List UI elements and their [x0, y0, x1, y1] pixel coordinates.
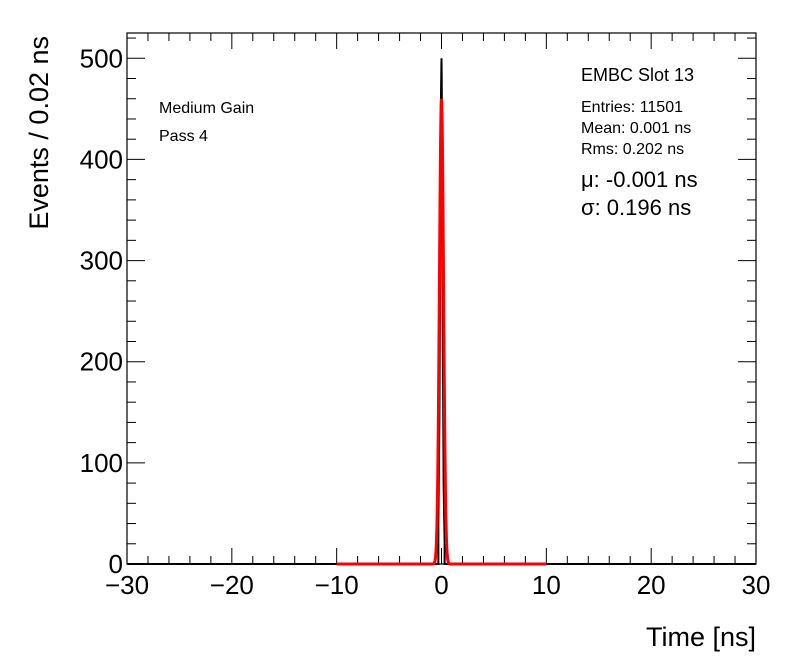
axis-ticks	[126, 33, 757, 565]
x-tick-label: 20	[637, 570, 666, 600]
x-tick-label: −10	[315, 570, 359, 600]
y-tick-label: 0	[109, 549, 123, 579]
x-axis-title: Time [ns]	[646, 622, 756, 652]
x-tick-label: −20	[210, 570, 254, 600]
y-tick-label: 500	[80, 43, 123, 73]
data-series	[127, 58, 756, 566]
gaussian-fit-line	[336, 98, 547, 566]
x-tick-label: 0	[434, 570, 448, 600]
y-axis-title: Events / 0.02 ns	[24, 36, 54, 230]
y-tick-label: 200	[80, 347, 123, 377]
annotation-pass: Pass 4	[159, 128, 208, 145]
stats-mean: Mean: 0.001 ns	[581, 120, 691, 137]
annotation-gain: Medium Gain	[159, 100, 254, 117]
x-tick-label: 30	[742, 570, 771, 600]
x-tick-label: −30	[105, 570, 149, 600]
fit-mu: μ: -0.001 ns	[581, 167, 698, 192]
y-tick-label: 400	[80, 144, 123, 174]
stats-rms: Rms: 0.202 ns	[581, 141, 684, 158]
x-tick-label: 10	[532, 570, 561, 600]
y-tick-label: 100	[80, 448, 123, 478]
annotation-slot-title: EMBC Slot 13	[581, 65, 694, 85]
stats-entries: Entries: 11501	[581, 99, 683, 116]
y-tick-label: 300	[80, 246, 123, 276]
fit-sigma: σ: 0.196 ns	[581, 195, 691, 220]
